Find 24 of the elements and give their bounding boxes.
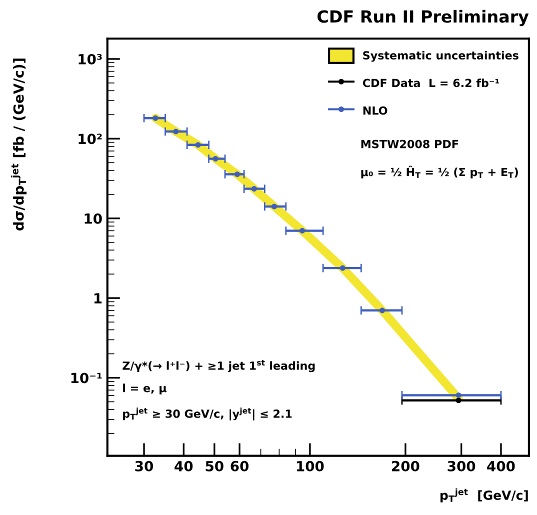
chart-title: CDF Run II Preliminary <box>318 10 529 26</box>
legend-label: NLO <box>363 106 388 115</box>
y-tick-label: 1 <box>94 293 102 304</box>
x-tick-label: 30 <box>135 460 154 472</box>
y-tick-label: 10 <box>84 213 102 224</box>
legend-label: CDF Data L = 6.2 fb⁻¹ <box>362 78 500 88</box>
annotation: MSTW2008 PDF <box>361 140 458 148</box>
x-tick-label: 40 <box>174 460 193 472</box>
annotation: p$_{T}$$^{jet}$ ≥ 30 GeV/c, |y$^{jet}$| ≤ 2.1 <box>123 408 292 420</box>
annotation: Z/γ*(→ l⁺l⁻) + ≥1 jet 1$^{st}$ leading <box>122 360 315 372</box>
x-tick-label: 400 <box>487 460 515 472</box>
annotation: μ₀ = ½ Ĥ$_{T}$ = ½ (Σ p$_{T}$ + E$_{T}$) <box>361 166 518 178</box>
x-tick-label: 50 <box>206 460 224 472</box>
x-tick-label: 200 <box>392 460 420 472</box>
x-axis-title: p$_{T}$$^{jet}$ [GeV/c] <box>440 488 528 502</box>
y-tick-label: 10⁻¹ <box>71 372 102 384</box>
legend-label: Systematic uncertainties <box>363 50 518 62</box>
annotation: l = e, μ <box>123 384 166 394</box>
y-axis-title: dσ/dp$_{T}$$^{jet}$ [fb / (GeV/c)] <box>10 58 27 231</box>
x-tick-label: 300 <box>448 460 476 472</box>
x-tick-label: 60 <box>230 460 249 472</box>
y-tick-label: 10³ <box>78 54 102 64</box>
y-tick-label: 10² <box>78 134 102 144</box>
x-tick-label: 100 <box>297 460 324 472</box>
